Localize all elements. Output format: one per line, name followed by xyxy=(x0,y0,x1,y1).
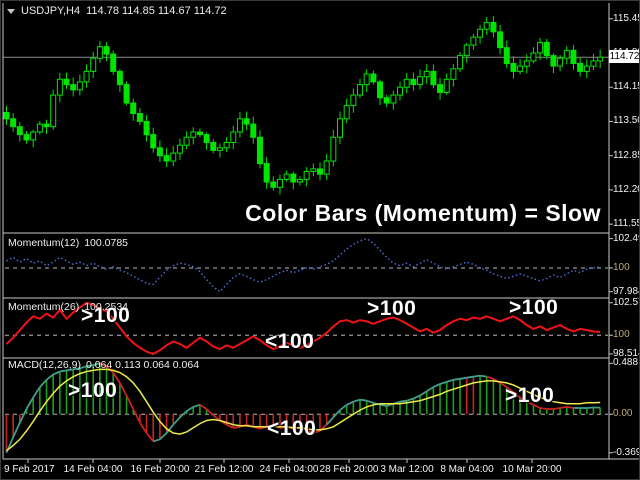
macd-annotation-1: >100 xyxy=(68,379,118,402)
price-axis-label: 112.20 xyxy=(613,183,640,195)
macd-signal-line xyxy=(6,368,601,452)
time-axis-label: 10 Mar 20:00 xyxy=(502,464,562,475)
macd-main-line xyxy=(5,362,601,454)
price-axis-label: -0.369 xyxy=(613,446,640,458)
symbol-period-label: USDJPY,H4 xyxy=(21,5,81,17)
macd-annotation-3: >100 xyxy=(505,384,555,407)
mom26-annotation-1: >100 xyxy=(81,304,131,327)
price-axis-label: 114.15 xyxy=(613,81,640,93)
macd-annotation-2: <100 xyxy=(267,417,317,440)
time-axis-label: 9 Feb 2017 xyxy=(4,464,55,475)
macd-histogram xyxy=(5,363,601,453)
momentum26-label: Momentum(26) 100.2534 xyxy=(8,301,128,313)
price-axis-label: 111.55 xyxy=(613,218,640,230)
time-axis[interactable]: 9 Feb 2017 14 Feb 04:00 16 Feb 20:00 21 Feb… xyxy=(1,459,639,479)
time-axis-label: 8 Mar 04:00 xyxy=(440,464,494,475)
macd-label: MACD(12,26,9) 0.064 0.113 0.064 0.064 xyxy=(8,359,200,371)
price-axis-label: 97.984 xyxy=(613,285,639,297)
time-axis-label: 21 Feb 12:00 xyxy=(194,464,254,475)
mom26-annotation-2: <100 xyxy=(265,330,315,353)
chart-title: USDJPY,H4 114.78 114.85 114.67 114.72 xyxy=(7,5,227,17)
main-annotation: Color Bars (Momentum) = Slow xyxy=(245,200,601,226)
time-axis-label: 28 Feb 20:00 xyxy=(319,464,379,475)
time-axis-label: 24 Feb 04:00 xyxy=(259,464,319,475)
momentum12-label: Momentum(12) 100.0785 xyxy=(8,237,128,249)
candles-series xyxy=(3,16,604,195)
price-axis-label: 115.45 xyxy=(613,12,640,24)
price-axis-label: 102.5738 xyxy=(613,296,639,308)
momentum12-value: 100.0785 xyxy=(84,237,128,249)
price-axis-label: 102.4921 xyxy=(613,232,639,244)
price-axis-label: 100 xyxy=(613,261,630,273)
current-price-marker: 114.72 xyxy=(609,50,640,64)
ohlc-readout: 114.78 114.85 114.67 114.72 xyxy=(86,5,227,17)
price-axis[interactable]: 115.45114.80114.15113.50112.85112.20111.… xyxy=(609,1,640,459)
price-axis-label: 98.5143 xyxy=(613,347,639,359)
momentum26-value: 100.2534 xyxy=(84,301,128,313)
price-axis-label: 113.50 xyxy=(613,115,640,127)
time-axis-label: 14 Feb 04:00 xyxy=(63,464,123,475)
price-axis-label: 0.00 xyxy=(613,408,633,420)
time-axis-label: 16 Feb 20:00 xyxy=(130,464,190,475)
symbol-dropdown-icon[interactable] xyxy=(7,8,15,14)
time-axis-label: 3 Mar 12:00 xyxy=(380,464,434,475)
momentum26-line xyxy=(5,301,601,356)
price-axis-label: 100 xyxy=(613,329,630,341)
mom26-annotation-3: >100 xyxy=(367,297,417,320)
price-axis-label: 112.85 xyxy=(613,149,640,161)
price-axis-label: 0.488 xyxy=(613,357,639,369)
mom26-annotation-4: >100 xyxy=(509,296,559,319)
macd-values: 0.064 0.113 0.064 0.064 xyxy=(85,359,200,371)
panel-frames xyxy=(2,3,639,463)
momentum12-line xyxy=(6,237,601,293)
